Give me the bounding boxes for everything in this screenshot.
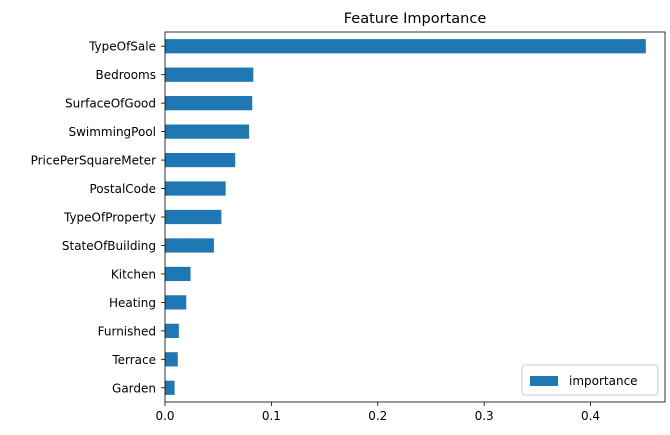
y-tick-label-StateOfBuilding: StateOfBuilding bbox=[62, 239, 156, 253]
legend: importance bbox=[521, 364, 659, 396]
y-tick-label-Garden: Garden bbox=[112, 381, 156, 395]
x-tick-label: 0.3 bbox=[475, 409, 494, 423]
y-tick-label-TypeOfSale: TypeOfSale bbox=[88, 40, 156, 54]
bar-PricePerSquareMeter bbox=[165, 152, 236, 168]
bar-StateOfBuilding bbox=[165, 238, 214, 253]
y-tick-label-Kitchen: Kitchen bbox=[111, 267, 156, 281]
x-axis: 0.0 0.1 0.2 0.3 0.4 bbox=[155, 402, 600, 423]
bar-PostalCode bbox=[165, 181, 226, 196]
legend-swatch bbox=[530, 376, 558, 386]
y-tick-label-Heating: Heating bbox=[109, 296, 156, 310]
legend-box bbox=[521, 364, 659, 396]
y-tick-label-SwimmingPool: SwimmingPool bbox=[68, 125, 156, 139]
plot-frame bbox=[164, 31, 666, 403]
bar-Terrace bbox=[165, 352, 178, 367]
y-tick-label-TypeOfProperty: TypeOfProperty bbox=[63, 211, 156, 225]
bar-Heating bbox=[165, 295, 187, 310]
y-tick-label-Furnished: Furnished bbox=[98, 324, 156, 338]
bar-SurfaceOfGood bbox=[165, 96, 253, 111]
bar-Kitchen bbox=[165, 266, 191, 282]
x-tick-label: 0.1 bbox=[262, 409, 281, 423]
bar-Bedrooms bbox=[165, 67, 254, 82]
y-tick-labels: TypeOfSale Bedrooms SurfaceOfGood SwimmingP… bbox=[31, 40, 165, 395]
x-tick-label: 0.2 bbox=[368, 409, 387, 423]
y-tick-label-Bedrooms: Bedrooms bbox=[95, 68, 156, 82]
bar-Garden bbox=[165, 380, 175, 395]
y-tick-label-PostalCode: PostalCode bbox=[89, 182, 156, 196]
bar-SwimmingPool bbox=[165, 124, 250, 139]
bars-group bbox=[165, 39, 646, 395]
bar-Furnished bbox=[165, 323, 179, 338]
x-tick-label: 0.0 bbox=[155, 409, 174, 423]
y-tick-label-Terrace: Terrace bbox=[111, 353, 156, 367]
y-tick-label-SurfaceOfGood: SurfaceOfGood bbox=[65, 97, 156, 111]
x-tick-label: 0.4 bbox=[581, 409, 600, 423]
chart-title: Feature Importance bbox=[344, 11, 487, 27]
y-tick-label-PricePerSquareMeter: PricePerSquareMeter bbox=[31, 154, 156, 168]
bar-TypeOfProperty bbox=[165, 209, 222, 225]
bar-TypeOfSale bbox=[165, 39, 646, 54]
legend-label: importance bbox=[569, 374, 638, 388]
